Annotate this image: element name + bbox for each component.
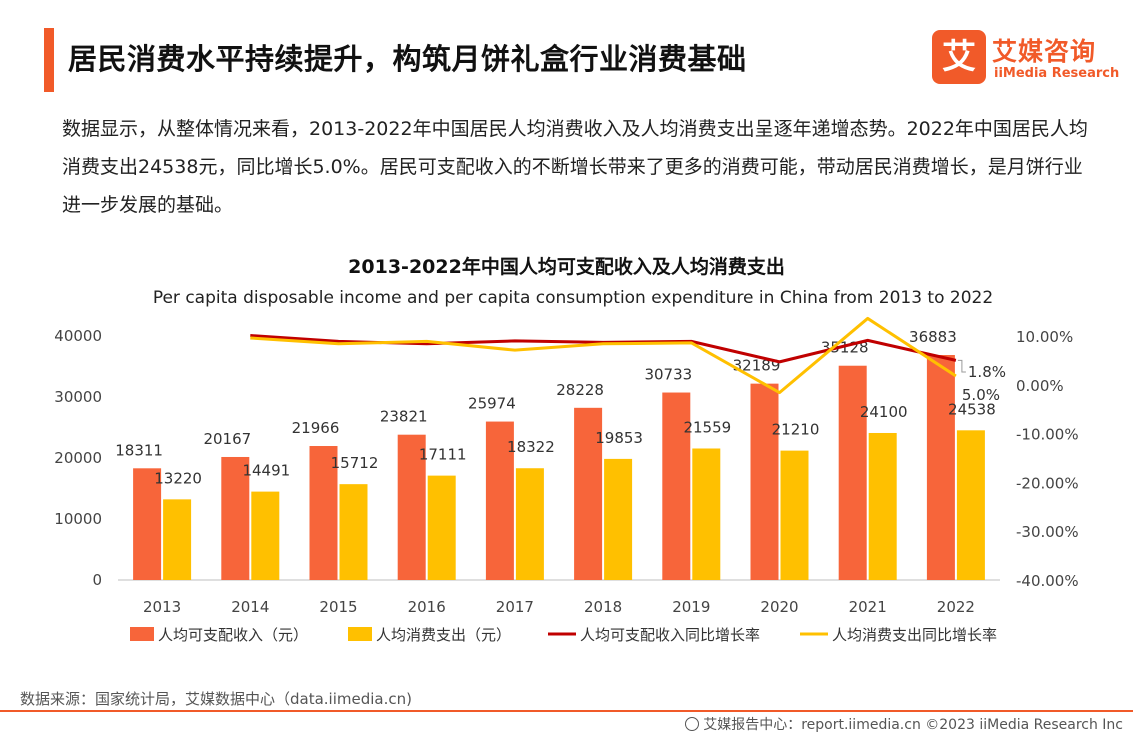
bar-income	[750, 383, 779, 580]
globe-icon	[685, 717, 700, 731]
x-tick-label: 2016	[408, 598, 446, 616]
data-label-consumption: 17111	[419, 446, 467, 464]
x-tick-label: 2019	[672, 598, 710, 616]
y-tick-label-right: -10.00%	[1016, 426, 1079, 444]
bar-consumption	[692, 448, 721, 580]
bar-income	[133, 468, 162, 580]
bar-income	[926, 355, 955, 580]
data-label-income: 21966	[292, 419, 340, 437]
bar-consumption	[339, 484, 368, 580]
footer-copyright: 艾媒报告中心：report.iimedia.cn ©2023 iiMedia R…	[685, 714, 1123, 734]
data-label-consumption: 24538	[948, 400, 996, 418]
data-label-consumption: 14491	[242, 462, 290, 480]
x-tick-label: 2022	[937, 598, 975, 616]
chart-title: 2013-2022年中国人均可支配收入及人均消费支出	[348, 256, 785, 278]
y-tick-label-left: 0	[92, 571, 102, 589]
data-label-income: 20167	[203, 430, 251, 448]
y-tick-label-right: -20.00%	[1016, 474, 1079, 492]
copyright-text: 艾媒报告中心：report.iimedia.cn ©2023 iiMedia R…	[703, 717, 1123, 733]
annotation-leader-line	[957, 359, 966, 373]
bar-income	[838, 365, 867, 580]
data-label-income: 36883	[909, 328, 957, 346]
line-consumption-growth	[250, 316, 957, 395]
title-accent-bar	[44, 28, 54, 92]
x-tick-label: 2017	[496, 598, 534, 616]
bar-consumption	[780, 450, 809, 580]
bar-consumption	[956, 430, 985, 580]
bar-income	[574, 407, 603, 580]
legend-label: 人均消费支出（元）	[376, 626, 511, 644]
x-tick-label: 2020	[760, 598, 798, 616]
bar-consumption	[515, 468, 544, 580]
data-label-income: 30733	[644, 366, 692, 384]
page-title: 居民消费水平持续提升，构筑月饼礼盒行业消费基础	[68, 42, 747, 76]
annotation-consumption-growth: 1.8%	[968, 363, 1006, 381]
data-label-consumption: 19853	[595, 429, 643, 447]
intro-paragraph: 数据显示，从整体情况来看，2013-2022年中国居民人均消费收入及人均消费支出…	[62, 118, 1088, 216]
y-tick-label-right: 0.00%	[1016, 377, 1064, 395]
legend-swatch	[348, 627, 372, 641]
bar-income	[485, 421, 514, 580]
bar-income	[221, 456, 250, 580]
data-label-consumption: 18322	[507, 438, 555, 456]
data-label-income: 28228	[556, 381, 604, 399]
annotation-income-growth: 5.0%	[962, 386, 1000, 404]
x-tick-label: 2021	[849, 598, 887, 616]
chart-subtitle: Per capita disposable income and per cap…	[152, 288, 994, 308]
y-tick-label-right: 10.00%	[1016, 328, 1073, 346]
data-source: 数据来源：国家统计局，艾媒数据中心（data.iimedia.cn)	[20, 690, 412, 708]
legend-swatch	[130, 627, 154, 641]
data-label-consumption: 24100	[860, 403, 908, 421]
data-label-income: 23821	[380, 408, 428, 426]
bar-consumption	[163, 499, 192, 580]
bar-consumption	[868, 432, 897, 580]
y-tick-label-right: -40.00%	[1016, 572, 1079, 590]
bar-income	[309, 446, 338, 580]
data-label-income: 32189	[733, 357, 781, 375]
y-tick-label-left: 20000	[54, 449, 102, 467]
x-tick-label: 2015	[319, 598, 357, 616]
x-tick-label: 2014	[231, 598, 269, 616]
y-tick-label-left: 40000	[54, 327, 102, 345]
bar-consumption	[604, 458, 633, 580]
legend-label: 人均可支配收入（元）	[158, 626, 308, 644]
footer-divider	[0, 710, 1133, 712]
legend-label: 人均可支配收入同比增长率	[580, 626, 760, 644]
x-tick-label: 2018	[584, 598, 622, 616]
data-label-income: 25974	[468, 395, 516, 413]
bar-consumption	[251, 491, 280, 580]
logo-mark-icon: 艾	[932, 30, 986, 84]
x-tick-label: 2013	[143, 598, 181, 616]
bar-income	[397, 434, 426, 580]
data-label-consumption: 15712	[331, 454, 379, 472]
bar-income	[662, 392, 691, 580]
data-label-consumption: 21210	[772, 421, 820, 439]
brand-logo: 艾 艾媒咨询 iiMedia Research	[932, 30, 1122, 86]
logo-english-name: iiMedia Research	[994, 66, 1120, 81]
logo-chinese-name: 艾媒咨询	[992, 37, 1097, 66]
y-tick-label-left: 10000	[54, 510, 102, 528]
data-label-consumption: 13220	[154, 469, 202, 487]
data-label-consumption: 21559	[683, 418, 731, 436]
legend-label: 人均消费支出同比增长率	[832, 626, 997, 644]
y-tick-label-right: -30.00%	[1016, 523, 1079, 541]
bar-consumption	[427, 475, 456, 580]
data-label-income: 18311	[115, 441, 163, 459]
y-tick-label-left: 30000	[54, 388, 102, 406]
